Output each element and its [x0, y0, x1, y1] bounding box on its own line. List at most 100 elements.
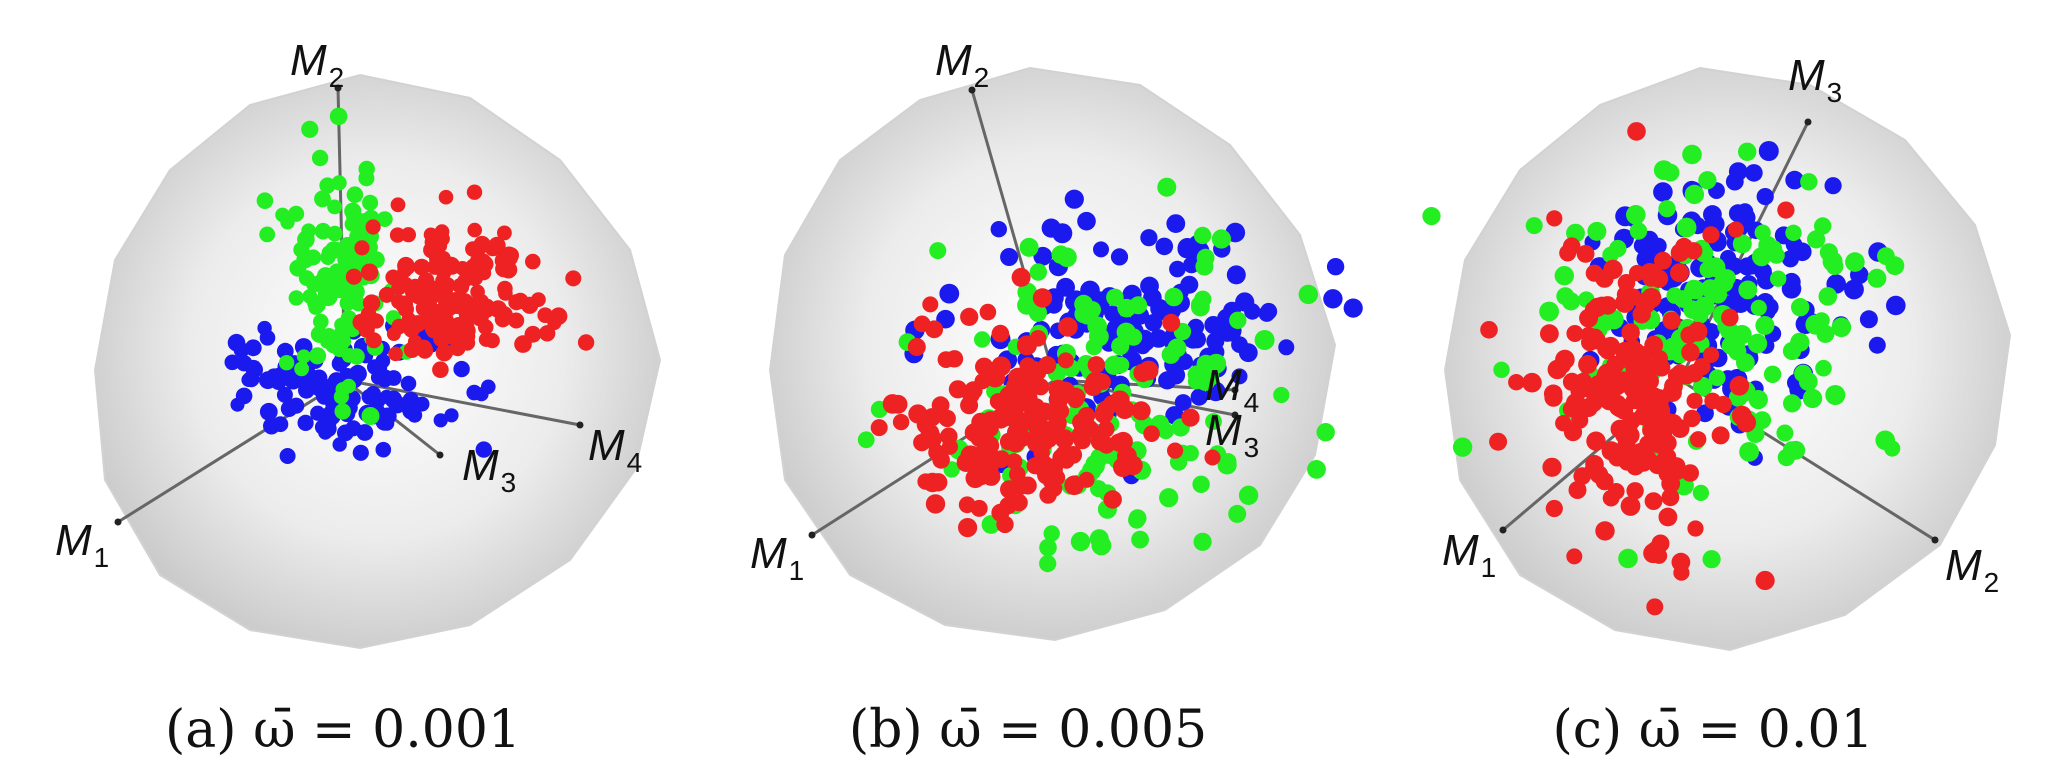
data-point [306, 276, 323, 293]
data-point [465, 241, 481, 257]
data-point [1886, 295, 1906, 316]
data-point [931, 396, 950, 415]
data-point [1729, 376, 1750, 396]
data-point [1561, 292, 1581, 311]
panel-c: M1 M3 M2 (c) ω̄ = 0.01 [1370, 0, 2056, 768]
data-point [1732, 325, 1752, 345]
data-point [388, 270, 404, 286]
data-point [1670, 419, 1690, 438]
caption-b: (b) ω̄ = 0.005 [685, 700, 1371, 760]
data-point [908, 404, 928, 424]
omega-symbol: ω̄ [1638, 700, 1682, 760]
data-point [1639, 435, 1657, 453]
data-point [1643, 265, 1664, 285]
data-point [470, 284, 485, 300]
caption-prefix: (a) [164, 700, 237, 760]
data-point [288, 290, 304, 306]
omega-value: 0.01 [1757, 700, 1874, 760]
data-point [975, 357, 994, 376]
data-point [1702, 226, 1720, 244]
data-point [938, 409, 956, 428]
data-point [1547, 359, 1567, 380]
data-point [341, 348, 357, 363]
data-point [1621, 323, 1640, 342]
data-point [1343, 298, 1363, 318]
data-point [1183, 256, 1200, 274]
data-point [928, 444, 945, 461]
data-points [224, 107, 595, 464]
data-point [409, 315, 427, 333]
data-point [432, 361, 449, 379]
data-point [466, 184, 483, 200]
data-point [1540, 324, 1559, 344]
data-point [256, 192, 274, 209]
omega-value: 0.005 [1058, 700, 1208, 760]
data-point [1155, 237, 1174, 256]
data-point [1698, 171, 1717, 190]
data-point [1661, 163, 1680, 182]
data-point [365, 219, 381, 235]
data-point [414, 396, 430, 412]
data-point [1542, 457, 1562, 477]
data-point [1167, 442, 1184, 459]
data-point [458, 322, 476, 340]
data-point [1633, 389, 1651, 407]
data-point [1576, 245, 1595, 263]
axis-label: M4 [588, 421, 642, 478]
data-point [459, 334, 476, 351]
data-point [1055, 381, 1074, 400]
data-point [327, 199, 342, 215]
data-point [488, 236, 506, 255]
data-point [1131, 401, 1151, 421]
data-point [1595, 521, 1615, 541]
data-point [1278, 339, 1295, 356]
data-point [456, 301, 472, 317]
data-point [1452, 437, 1473, 457]
data-point [1307, 460, 1326, 479]
data-point [344, 216, 360, 232]
axis-endpoint [1231, 386, 1239, 394]
data-point [925, 494, 946, 514]
data-point [958, 518, 978, 538]
data-point [1070, 531, 1091, 552]
data-point [960, 445, 981, 466]
data-point [1555, 415, 1572, 432]
data-point [342, 281, 360, 298]
data-point [407, 407, 423, 423]
axis-label: M2 [935, 36, 989, 93]
data-point [985, 368, 1005, 388]
data-point [438, 290, 455, 307]
data-point [1067, 391, 1084, 409]
data-point [360, 263, 379, 281]
data-point [330, 283, 346, 298]
data-point [1180, 275, 1199, 294]
data-point [1055, 445, 1075, 464]
data-point [484, 333, 500, 349]
data-point [384, 390, 403, 409]
data-point [1054, 429, 1075, 449]
data-point [433, 413, 448, 428]
data-point [979, 303, 997, 321]
data-point [438, 189, 454, 205]
data-point [1681, 343, 1700, 362]
data-point [311, 149, 329, 167]
data-point [1639, 449, 1657, 467]
data-point [1589, 381, 1610, 401]
data-point [1217, 455, 1237, 475]
data-point [297, 414, 314, 431]
data-point [400, 227, 416, 243]
data-point [1692, 376, 1713, 397]
data-point [929, 473, 948, 492]
data-point [999, 497, 1017, 515]
data-point [1815, 359, 1832, 377]
data-point [929, 242, 947, 260]
data-point [1782, 272, 1801, 292]
axis-label: M1 [1442, 526, 1496, 583]
data-point [278, 355, 295, 371]
data-point [354, 240, 370, 256]
data-point [311, 380, 328, 397]
data-point [444, 408, 459, 423]
data-point [1776, 424, 1794, 442]
data-point [1700, 279, 1720, 298]
